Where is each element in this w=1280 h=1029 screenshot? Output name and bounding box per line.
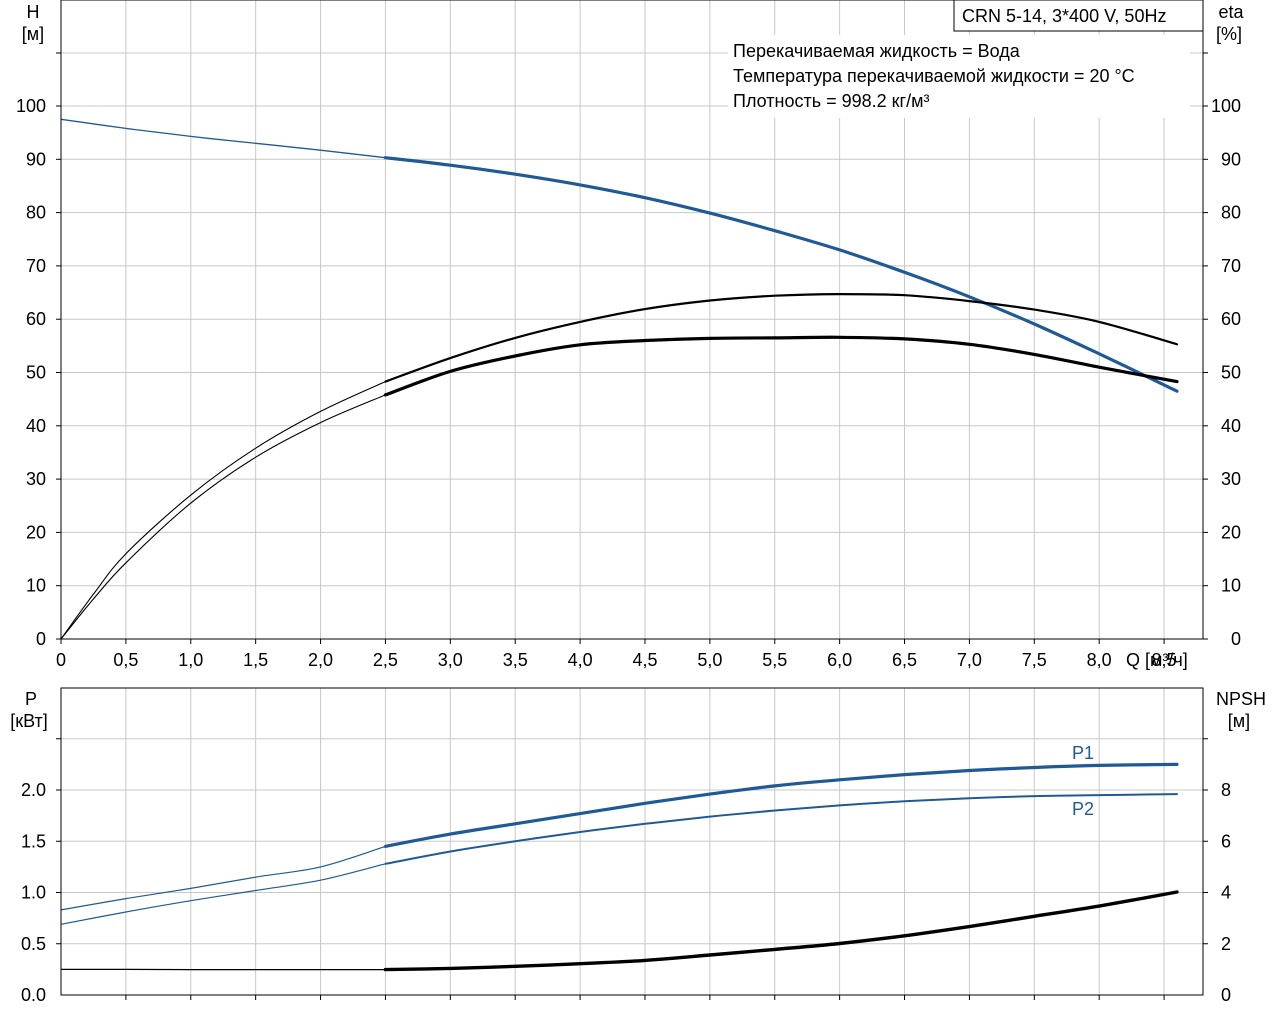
bottom-y-left-tick-label: 0.0 xyxy=(21,985,46,1005)
y-right-tick-label: 20 xyxy=(1221,522,1241,542)
bottom-y-left-label-unit: [кВт] xyxy=(10,711,48,731)
bottom-y-right-tick-label: 4 xyxy=(1221,883,1231,903)
bottom-y-left-tick-label: 1.0 xyxy=(21,883,46,903)
y-left-tick-label: 100 xyxy=(16,96,46,116)
bottom-y-right-tick-label: 8 xyxy=(1221,780,1231,800)
y-left-tick-label: 80 xyxy=(26,203,46,223)
y-left-tick-label: 90 xyxy=(26,149,46,169)
bottom-chart-series xyxy=(61,764,1177,969)
x-axis-label: Q [м³/ч] xyxy=(1126,650,1188,670)
y-left-tick-label: 20 xyxy=(26,522,46,542)
info-line-fluid: Перекачиваемая жидкость = Вода xyxy=(733,41,1021,61)
x-tick-label: 1,5 xyxy=(243,650,268,670)
x-tick-label: 5,0 xyxy=(697,650,722,670)
series-p2-line xyxy=(385,794,1177,864)
y-right-tick-label: 0 xyxy=(1231,629,1241,649)
y-right-tick-label: 40 xyxy=(1221,416,1241,436)
bottom-y-left-label-symbol: P xyxy=(25,689,37,709)
x-tick-label: 5,5 xyxy=(762,650,787,670)
chart-title: CRN 5-14, 3*400 V, 50Hz xyxy=(962,6,1166,26)
x-tick-label: 6,5 xyxy=(892,650,917,670)
y-left-tick-label: 30 xyxy=(26,469,46,489)
y-left-tick-label: 60 xyxy=(26,309,46,329)
x-tick-label: 3,5 xyxy=(503,650,528,670)
x-tick-label: 7,5 xyxy=(1022,650,1047,670)
series-p1-extrapolated-line xyxy=(61,846,385,910)
bottom-chart-ticks: 0.0 0.5 1.0 1.5 2.0 0 2 4 6 8 xyxy=(21,739,1231,1005)
bottom-y-right-label-unit: [м] xyxy=(1228,711,1250,731)
series-npsh-line xyxy=(385,892,1177,970)
top-y-left-label-symbol: H xyxy=(27,2,40,22)
series-h-line xyxy=(385,158,1177,392)
y-left-tick-label: 10 xyxy=(26,576,46,596)
info-line-temperature: Температура перекачиваемой жидкости = 20… xyxy=(733,66,1135,86)
bottom-y-right-tick-label: 2 xyxy=(1221,934,1231,954)
bottom-chart-grid xyxy=(61,688,1203,995)
y-left-tick-label: 0 xyxy=(36,629,46,649)
series-eta_total-extrapolated-line xyxy=(61,382,385,639)
bottom-y-right-label-symbol: NPSH xyxy=(1216,689,1266,709)
y-right-tick-label: 80 xyxy=(1221,203,1241,223)
top-y-right-label-symbol: eta xyxy=(1218,2,1244,22)
top-y-left-label-unit: [м] xyxy=(22,24,44,44)
x-tick-label: 0,5 xyxy=(113,650,138,670)
x-tick-label: 4,5 xyxy=(632,650,657,670)
y-right-tick-label: 10 xyxy=(1221,576,1241,596)
y-right-tick-label: 90 xyxy=(1221,149,1241,169)
x-tick-label: 7,0 xyxy=(957,650,982,670)
y-right-tick-label: 30 xyxy=(1221,469,1241,489)
x-tick-label: 1,0 xyxy=(178,650,203,670)
y-right-tick-label: 70 xyxy=(1221,256,1241,276)
series-p2-extrapolated-line xyxy=(61,864,385,925)
info-line-density: Плотность = 998.2 кг/м³ xyxy=(733,91,929,111)
x-tick-label: 2,5 xyxy=(373,650,398,670)
y-left-tick-label: 50 xyxy=(26,363,46,383)
y-left-tick-label: 70 xyxy=(26,256,46,276)
y-left-tick-label: 40 xyxy=(26,416,46,436)
bottom-y-right-tick-label: 0 xyxy=(1221,985,1231,1005)
x-tick-label: 4,0 xyxy=(568,650,593,670)
bottom-y-left-tick-label: 1.5 xyxy=(21,831,46,851)
bottom-y-left-tick-label: 0.5 xyxy=(21,934,46,954)
y-right-tick-label: 60 xyxy=(1221,309,1241,329)
x-tick-label: 0 xyxy=(56,650,66,670)
y-right-tick-label: 100 xyxy=(1211,96,1241,116)
top-y-right-label-unit: [%] xyxy=(1216,24,1242,44)
series-label-p1: P1 xyxy=(1072,743,1094,763)
series-label-p2: P2 xyxy=(1072,799,1094,819)
series-h-extrapolated-line xyxy=(61,119,385,157)
series-eta-extrapolated-line xyxy=(61,395,385,639)
x-tick-label: 6,0 xyxy=(827,650,852,670)
top-chart-series xyxy=(61,119,1177,639)
x-tick-label: 8,0 xyxy=(1087,650,1112,670)
y-right-tick-label: 50 xyxy=(1221,363,1241,383)
bottom-y-left-tick-label: 2.0 xyxy=(21,780,46,800)
series-eta-line xyxy=(385,337,1177,395)
x-tick-label: 2,0 xyxy=(308,650,333,670)
top-chart-ticks: 0 0,5 1,0 1,5 2,0 2,5 3,0 3,5 4,0 4,5 5,0 5,5 6,0 6,5… xyxy=(16,53,1241,670)
series-p1-line xyxy=(385,764,1177,846)
x-tick-label: 3,0 xyxy=(438,650,463,670)
bottom-y-right-tick-label: 6 xyxy=(1221,831,1231,851)
